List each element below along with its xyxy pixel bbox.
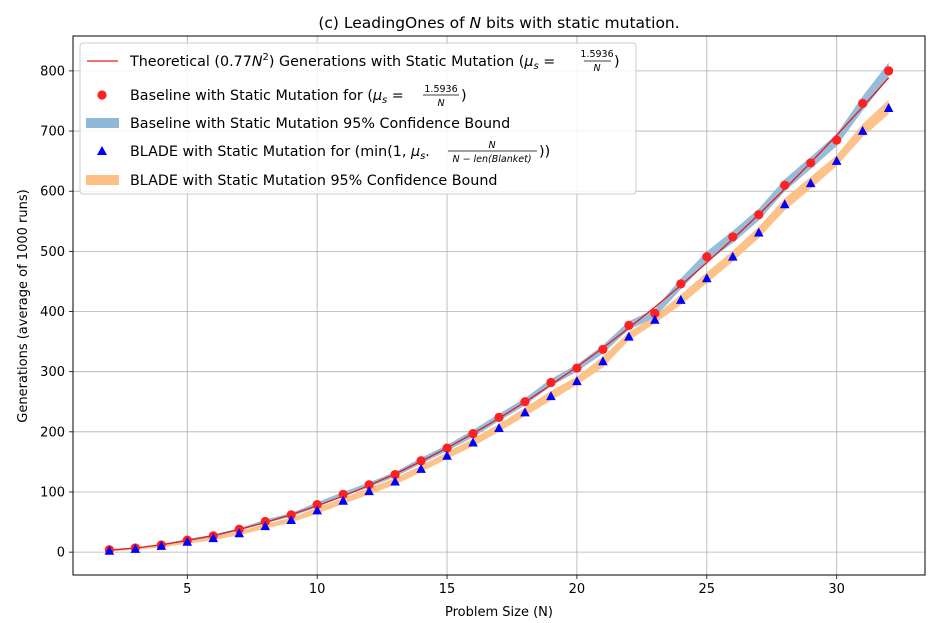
blade-point	[650, 314, 660, 324]
blade-point	[883, 102, 894, 112]
blade-point	[390, 476, 400, 486]
markers	[104, 66, 894, 555]
legend-blade-ci-swatch	[86, 175, 119, 185]
baseline-point	[546, 377, 556, 388]
legend-theory-frac-num: 1.5936	[580, 49, 613, 60]
baseline-point	[312, 500, 322, 510]
baseline-point	[442, 443, 452, 453]
legend-blade-marker	[97, 146, 107, 155]
baseline-point	[572, 363, 582, 373]
legend-theory-label: Theoretical (0.77N2) Generations with St…	[129, 52, 555, 72]
blade-point	[234, 528, 245, 538]
blade-point	[494, 423, 504, 433]
legend-baseline-label: Baseline with Static Mutation for (μs =	[130, 88, 404, 106]
legend: Theoretical (0.77N2) Generations with St…	[79, 42, 637, 195]
chart-title: (c) LeadingOnes of N bits with static mu…	[318, 14, 679, 32]
baseline-point	[598, 344, 608, 355]
legend-theory-close: )	[614, 54, 620, 70]
blade-point	[182, 536, 193, 546]
blade-point	[857, 125, 868, 135]
y-ticks: 0 100 200 300 400 500 600 700 800	[40, 64, 73, 561]
blade-point	[546, 391, 556, 401]
blade-point	[312, 505, 322, 515]
blade-point	[779, 199, 790, 209]
blade-point	[805, 178, 816, 188]
blade-point	[364, 486, 374, 496]
y-tick-label: 500	[40, 245, 65, 260]
x-tick-label: 20	[569, 582, 586, 597]
baseline-point	[806, 158, 816, 168]
x-tick-label: 10	[309, 582, 326, 597]
legend-blade-label: BLADE with Static Mutation for (min(1, μ…	[130, 144, 430, 162]
legend-baseline-close: )	[461, 88, 467, 104]
legend-box	[79, 42, 637, 195]
blade-point	[208, 533, 219, 543]
baseline-point	[858, 98, 868, 108]
baseline-point	[286, 510, 296, 520]
blade-point	[442, 450, 452, 460]
legend-blade-frac-den: N − len(Blanket)	[452, 154, 531, 165]
x-ticks: 5 10 15 20 25 30	[183, 575, 845, 597]
blade-point	[676, 294, 686, 304]
blade-point	[598, 356, 608, 366]
x-tick-label: 15	[439, 582, 456, 597]
baseline-point	[650, 308, 660, 318]
x-tick-label: 25	[699, 582, 716, 597]
blade-point	[624, 331, 634, 341]
baseline-point	[884, 66, 894, 76]
baseline-point	[494, 412, 504, 422]
x-axis-label: Problem Size (N)	[445, 605, 553, 620]
blade-point	[572, 376, 582, 386]
legend-blade-ci-label: BLADE with Static Mutation 95% Confidenc…	[130, 173, 497, 189]
x-tick-label: 5	[183, 582, 191, 597]
blade-point	[727, 251, 738, 261]
legend-baseline-frac-num: 1.5936	[424, 84, 457, 95]
baseline-point	[676, 279, 686, 289]
baseline-point	[416, 456, 426, 466]
y-tick-label: 300	[40, 365, 65, 380]
legend-baseline-ci-label: Baseline with Static Mutation 95% Confid…	[130, 116, 510, 132]
y-tick-label: 800	[40, 64, 65, 79]
baseline-point	[624, 320, 634, 330]
blade-point	[260, 521, 271, 531]
blade-point	[130, 543, 141, 553]
plot-frame	[72, 35, 926, 576]
blade-point	[520, 407, 530, 417]
x-tick-label: 30	[828, 582, 845, 597]
legend-blade-close: ))	[539, 144, 550, 160]
blade-point	[416, 463, 426, 473]
blade-point	[468, 437, 478, 447]
baseline-point	[364, 480, 374, 490]
y-tick-label: 100	[40, 485, 65, 500]
y-tick-label: 0	[57, 546, 65, 561]
legend-blade-frac-num: N	[488, 140, 495, 151]
blade-point	[104, 545, 115, 555]
baseline-point	[468, 429, 478, 439]
baseline-point	[832, 135, 842, 145]
blade-point	[338, 495, 348, 505]
blade-point	[702, 273, 712, 283]
legend-baseline-ci-swatch	[86, 118, 119, 128]
y-axis-label: Generations (average of 1000 runs)	[16, 189, 31, 422]
blade-point	[156, 540, 167, 550]
baseline-point	[520, 397, 530, 407]
baseline-point	[754, 210, 764, 220]
blade-point	[753, 227, 764, 237]
blade-point	[831, 155, 842, 165]
y-tick-label: 700	[40, 125, 65, 140]
baseline-point	[728, 232, 738, 242]
blade-point	[286, 515, 296, 525]
legend-theory-frac-den: N	[593, 63, 600, 74]
legend-baseline-frac-den: N	[437, 98, 444, 109]
y-tick-label: 600	[40, 185, 65, 200]
baseline-point	[780, 180, 790, 190]
y-tick-label: 200	[40, 425, 65, 440]
legend-baseline-marker	[97, 90, 107, 100]
baseline-point	[390, 469, 400, 480]
baseline-point	[702, 252, 712, 262]
y-tick-label: 400	[40, 305, 65, 320]
baseline-point	[338, 489, 348, 499]
